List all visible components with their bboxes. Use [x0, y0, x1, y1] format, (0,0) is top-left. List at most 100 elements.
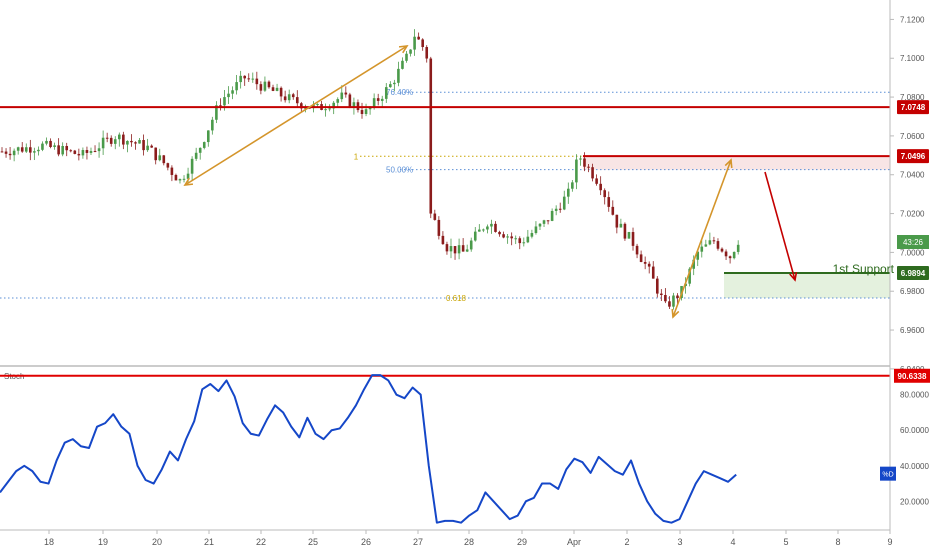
- candle-body: [105, 137, 109, 139]
- first-support-label: 1st Support: [833, 262, 895, 276]
- candle-body: [522, 242, 526, 244]
- candle-body: [324, 109, 327, 111]
- candle-body: [530, 233, 534, 237]
- candle-body: [348, 94, 352, 108]
- candle-body: [417, 36, 420, 40]
- price-tick-label: 6.9600: [900, 326, 925, 335]
- time-tick-label: 8: [835, 537, 840, 547]
- time-tick-label: 20: [152, 537, 162, 547]
- support-zone: [724, 272, 890, 299]
- candle-body: [20, 147, 24, 152]
- level-badge-text: 6.9894: [901, 269, 926, 278]
- candle-body: [583, 158, 586, 167]
- candlestick-layer: [0, 29, 740, 310]
- candle-body: [364, 109, 368, 114]
- stoch-level-badge-text: 90.6338: [898, 372, 927, 381]
- candle-body: [401, 60, 404, 69]
- last-price-badge-bg: [897, 235, 929, 249]
- candle-body: [643, 261, 647, 264]
- candle-body: [360, 110, 364, 114]
- trend-arrow-up-head: [183, 177, 194, 186]
- stoch-tick-label: 80.0000: [900, 391, 929, 400]
- candle-body: [425, 47, 429, 59]
- candle-body: [61, 145, 64, 155]
- candle-body: [57, 145, 60, 155]
- candle-body: [437, 219, 441, 236]
- arrows-layer: [183, 45, 798, 319]
- candle-body: [473, 231, 477, 241]
- level-badge-text: 7.0496: [901, 152, 926, 161]
- candle-body: [122, 134, 125, 145]
- candle-body: [611, 206, 615, 215]
- stoch-d-line: [0, 374, 737, 524]
- candle-body: [4, 151, 8, 154]
- candle-body: [89, 151, 93, 153]
- time-tick-label: 2: [624, 537, 629, 547]
- candle-body: [542, 220, 546, 224]
- candle-body: [510, 236, 513, 239]
- candle-body: [150, 145, 153, 148]
- candle-body: [534, 226, 538, 234]
- level-badge-bg: [897, 100, 929, 115]
- candle-body: [736, 244, 740, 252]
- candle-body: [627, 232, 631, 239]
- fib-label: 1: [354, 152, 359, 161]
- candle-body: [498, 231, 501, 235]
- projection-arrow-head: [724, 158, 733, 169]
- candle-body: [206, 130, 210, 143]
- candle-body: [93, 151, 97, 153]
- stoch-d-badge-text: %D: [882, 472, 893, 479]
- candle-body: [664, 295, 667, 302]
- candle-body: [29, 147, 32, 153]
- price-tick-label: 7.0400: [900, 171, 925, 180]
- candle-body: [409, 49, 412, 54]
- candle-body: [441, 235, 445, 245]
- candle-body: [558, 208, 562, 210]
- candle-body: [170, 167, 174, 175]
- candle-body: [389, 84, 392, 88]
- price-tick-label: 7.0600: [900, 132, 925, 141]
- candle-body: [465, 249, 469, 252]
- candle-body: [8, 153, 12, 156]
- candle-body: [639, 254, 643, 262]
- candle-body: [449, 246, 453, 252]
- candle-body: [12, 150, 16, 156]
- candle-body: [469, 240, 473, 250]
- candle-body: [142, 140, 145, 151]
- fib-label: 76.40%: [386, 88, 413, 97]
- candle-body: [647, 263, 651, 267]
- candle-body: [668, 301, 671, 307]
- candle-body: [344, 92, 348, 95]
- candle-body: [587, 166, 590, 168]
- level-badge-text: 7.0748: [901, 103, 926, 112]
- candle-body: [190, 158, 194, 174]
- candle-body: [413, 36, 416, 50]
- candle-body: [255, 78, 259, 85]
- fib-label: 0.618: [446, 294, 467, 303]
- candle-body: [352, 102, 356, 108]
- candle-body: [619, 223, 623, 228]
- candle-body: [720, 248, 724, 252]
- time-tick-label: 22: [256, 537, 266, 547]
- price-tick-label: 7.0200: [900, 210, 925, 219]
- candle-body: [372, 98, 376, 108]
- candle-body: [595, 178, 598, 184]
- candle-body: [73, 150, 77, 154]
- candle-body: [433, 213, 437, 220]
- axis-badges: 7.0748 7.0496 6.9894 43:26 90.6338 %D: [880, 100, 930, 481]
- trend-arrow-up-head: [398, 45, 409, 54]
- fib-label: 50.00%: [386, 166, 413, 175]
- candle-body: [53, 145, 56, 148]
- stoch-tick-label: 60.0000: [900, 426, 929, 435]
- candle-body: [85, 150, 89, 153]
- sell-arrow-head: [789, 271, 798, 282]
- candle-body: [356, 102, 360, 111]
- zone-layer: [583, 156, 890, 299]
- candle-body: [134, 142, 137, 144]
- candle-body: [376, 98, 380, 101]
- candle-body: [716, 241, 720, 249]
- candle-body: [478, 229, 481, 232]
- candle-body: [506, 236, 509, 238]
- time-tick-label: 28: [464, 537, 474, 547]
- candle-body: [571, 182, 574, 189]
